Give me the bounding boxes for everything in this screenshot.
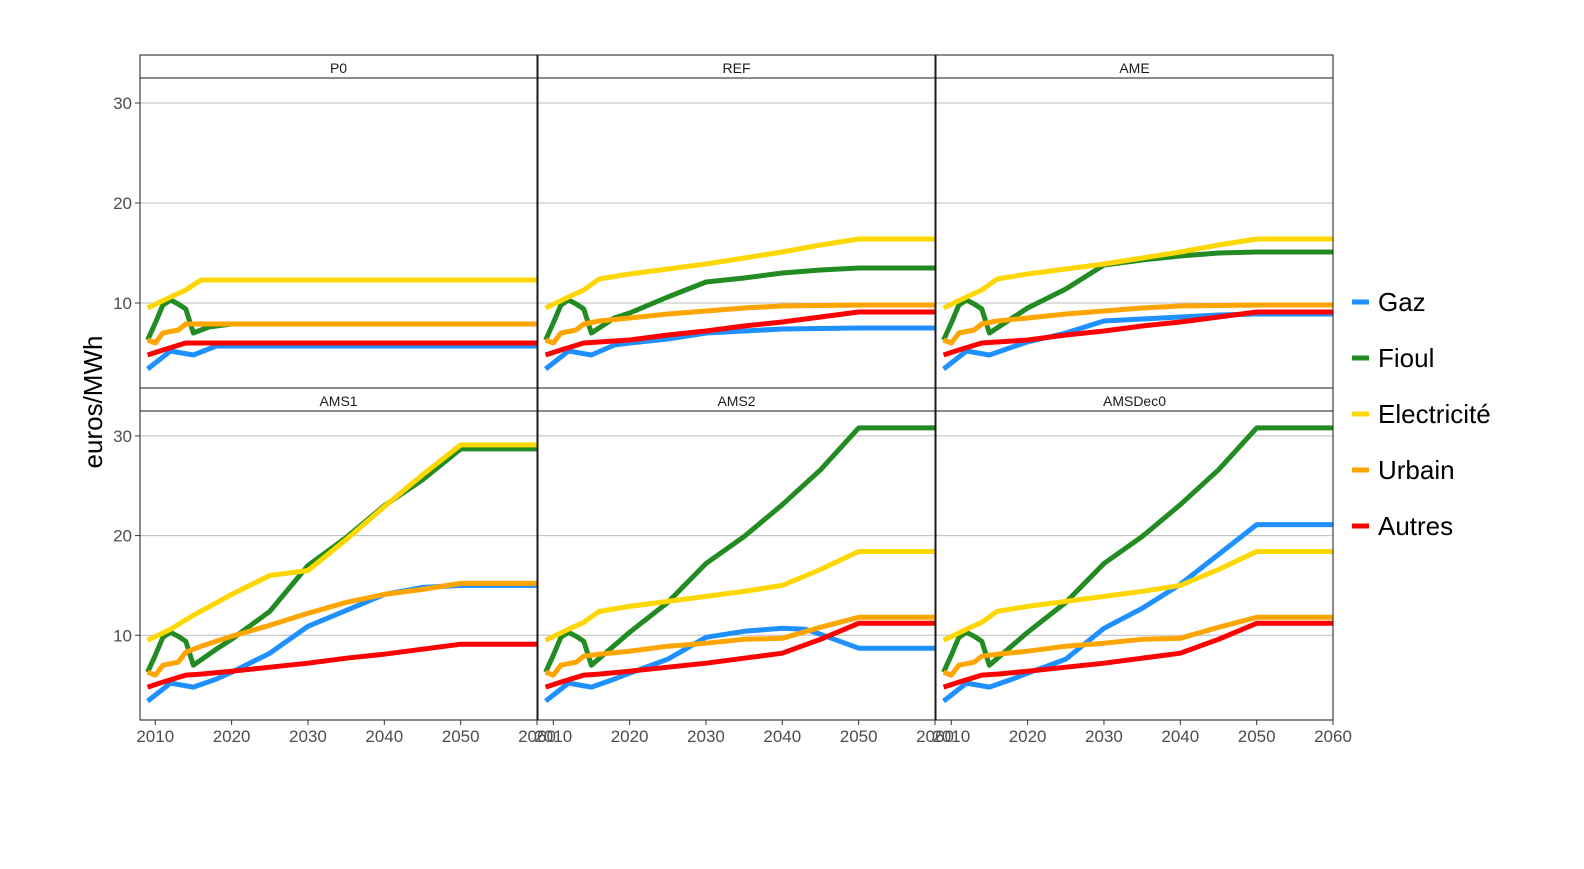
- y-tick-label: 10: [113, 294, 132, 313]
- y-tick-label: 30: [113, 427, 132, 446]
- y-axis-label: euros/MWh: [78, 336, 108, 469]
- x-tick-label: 2010: [932, 727, 970, 746]
- series-line-Urbain: [146, 321, 537, 346]
- series-line-Urbain: [146, 580, 537, 678]
- y-tick-label: 10: [113, 626, 132, 645]
- x-tick-label: 2010: [534, 727, 572, 746]
- series-line-Fioul: [941, 249, 1333, 342]
- x-tick-label: 2050: [1238, 727, 1276, 746]
- x-tick-label: 2050: [442, 727, 480, 746]
- x-tick-label: 2020: [611, 727, 649, 746]
- y-tick-label: 30: [113, 94, 132, 113]
- legend-label: Urbain: [1378, 455, 1455, 485]
- series-line-Autres: [544, 309, 935, 358]
- panel-title: AME: [1119, 60, 1149, 76]
- x-tick-label: 2060: [518, 727, 556, 746]
- x-tick-label: 2030: [687, 727, 725, 746]
- panel-border: [935, 410, 1334, 721]
- series-line-Gaz: [544, 325, 935, 371]
- x-tick-label: 2030: [289, 727, 327, 746]
- series-line-Electricité: [942, 236, 1333, 311]
- panel-border: [139, 410, 538, 721]
- series-line-Urbain: [942, 614, 1333, 678]
- panel-AMS2: AMS2 2010 2020 2030 2040 2050 2060: [534, 387, 954, 746]
- legend-label: Gaz: [1378, 287, 1426, 317]
- legend-label: Autres: [1378, 511, 1453, 541]
- x-tick-label: 2040: [763, 727, 801, 746]
- y-tick-label: 20: [113, 527, 132, 546]
- series-line-Fioul: [145, 446, 537, 674]
- x-tick-label: 2020: [213, 727, 251, 746]
- x-tick-label: 2060: [1314, 727, 1352, 746]
- panel-border: [537, 410, 936, 721]
- x-tick-label: 2050: [840, 727, 878, 746]
- series-line-Fioul: [543, 265, 935, 342]
- x-tick-label: 2040: [1161, 727, 1199, 746]
- panel-title: P0: [330, 60, 347, 76]
- series-line-Urbain: [544, 302, 935, 346]
- series-line-Electricité: [146, 277, 537, 311]
- panel-title: REF: [723, 60, 751, 76]
- legend-label: Electricité: [1378, 399, 1491, 429]
- series-line-Urbain: [942, 302, 1333, 346]
- series-line-Autres: [544, 620, 935, 690]
- series-line-Autres: [146, 641, 537, 690]
- series-line-Urbain: [544, 614, 935, 678]
- series-line-Gaz: [544, 625, 935, 704]
- series-line-Electricité: [544, 236, 935, 311]
- series-line-Fioul: [941, 425, 1333, 674]
- x-tick-label: 2030: [1085, 727, 1123, 746]
- series-line-Autres: [942, 620, 1333, 690]
- series-line-Gaz: [146, 343, 537, 371]
- x-tick-label: 2010: [136, 727, 174, 746]
- series-line-Electricité: [146, 442, 537, 643]
- panel-REF: REF: [537, 54, 936, 389]
- x-tick-label: 2060: [916, 727, 954, 746]
- series-line-Autres: [146, 340, 537, 358]
- panel-AMSDec0: AMSDec0 2010 2020 2030 2040 2050 2060: [932, 387, 1352, 746]
- legend: Gaz Fioul Electricité Urbain Autres: [1352, 287, 1491, 541]
- panel-title: AMSDec0: [1103, 393, 1166, 409]
- series-line-Electricité: [544, 549, 935, 643]
- y-tick-label: 20: [113, 194, 132, 213]
- panel-P0: P0 10 20 30: [113, 54, 538, 389]
- x-tick-label: 2040: [365, 727, 403, 746]
- legend-label: Fioul: [1378, 343, 1434, 373]
- series-line-Autres: [942, 309, 1333, 358]
- panel-title: AMS2: [717, 393, 755, 409]
- panel-AME: AME: [935, 54, 1334, 389]
- series-line-Electricité: [942, 549, 1333, 643]
- series-line-Fioul: [145, 297, 537, 342]
- x-tick-label: 2020: [1009, 727, 1047, 746]
- panel-title: AMS1: [319, 393, 357, 409]
- series-line-Fioul: [543, 425, 935, 674]
